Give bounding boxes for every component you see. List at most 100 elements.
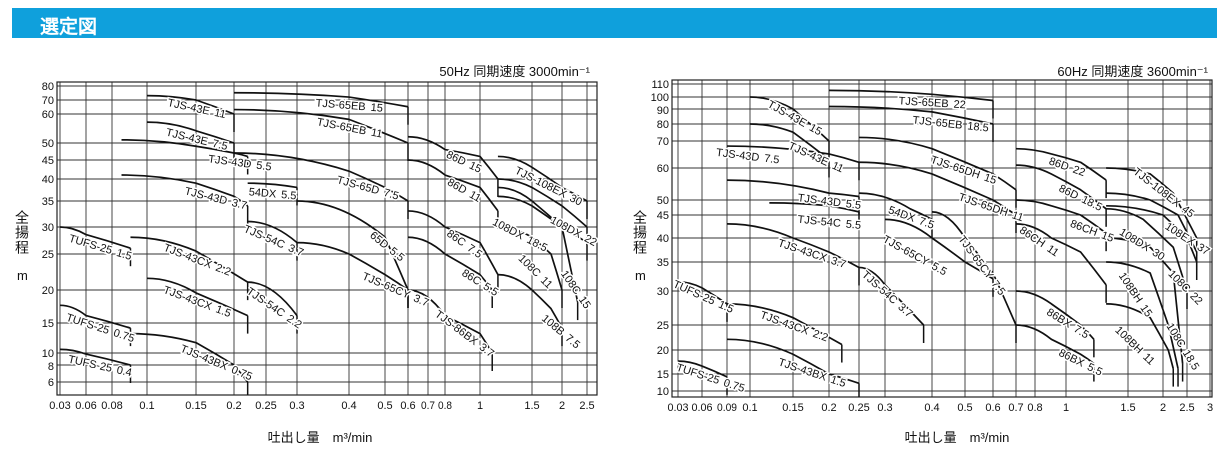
x-tick-label: 0.2 [821,402,836,414]
y-tick-label: 20 [42,285,54,297]
curve-label: TJS-65D 7.5 [335,174,400,202]
plot-frame [671,79,1213,398]
y-tick-label: 60 [657,163,669,175]
curve-kw: 5.5 [255,160,272,174]
performance-curve [247,281,298,317]
chart-title: 50Hz 同期速度 3000min⁻¹ [439,64,590,79]
x-tick-label: 1.5 [1120,402,1135,414]
performance-curve [828,105,994,125]
y-axis-label: 全揚程 [14,209,30,255]
curve-kw: 0.75 [112,327,136,345]
y-tick-label: 80 [657,119,669,131]
curve-model: TUFS-25 [675,362,721,387]
curve-kw: 15 [1137,303,1154,320]
performance-curve [726,179,860,198]
performance-curve [1106,303,1175,369]
curve-label: 108DX22 [548,214,598,249]
x-tick-label: 0.09 [717,402,737,414]
performance-curve [726,223,860,269]
curve-label: TJS-65CY5.5 [881,234,949,279]
chart-50hz: 0.03 0.06 0.08 0.1 0.15 0.2 0.25 0.3 0.4 0.5 0.6 0.… [14,64,600,445]
performance-curve [1015,324,1095,365]
curve-kw: 11 [1140,351,1157,368]
x-tick-label: 0.03 [668,402,689,414]
performance-curve [726,338,860,385]
performance-curve [726,145,860,164]
curve-kw: 5.5 [1085,361,1104,379]
x-tick-label: 0.06 [692,402,713,414]
y-axis-unit: m [17,268,28,283]
curve-label: TJS-43CX2.2 [759,309,830,344]
performance-curve [59,226,131,249]
curve-kw: 11 [213,107,227,121]
y-tick-label: 15 [657,369,669,381]
performance-curve [1106,207,1188,292]
curve-model: TJS-65D [335,174,380,197]
curve-model: TJS-43CX [162,242,214,272]
performance-curve [233,91,409,108]
curve-kw: 7.5 [989,278,1008,297]
performance-curve [130,236,249,283]
y-tick-label: 35 [657,257,669,269]
curve-kw: 3.7 [230,197,248,212]
curve-label: TJS-65CY7.5 [955,234,1007,298]
y-tick-label: 15 [42,318,54,330]
x-tick-label: 0.8 [1027,402,1042,414]
y-tick-label: 30 [42,222,54,234]
curve-model: 86D [1057,183,1080,203]
performance-curve [749,96,830,142]
curve-label: TJS-108EX45 [1131,166,1196,220]
y-tick-label: 100 [651,92,669,104]
curve-label: TJS-65DH11 [957,191,1025,224]
curve-model: 54DX [248,186,277,200]
curve-kw: 0.75 [722,377,746,395]
curve-model: TUFS-25 [67,354,113,375]
curve-label: TJS-65DH15 [929,154,998,187]
curve-kw: 3.7 [829,255,847,271]
curve-model: 86CH [1017,224,1047,250]
curve-model: 86CH [1068,218,1099,239]
curve-label: 86C7.5 [444,228,484,261]
curve-model: TJS-43D [797,192,842,209]
curve-label: TUFS-250.75 [65,312,136,345]
performance-curve [407,135,499,180]
curve-model: TJS-43BX [777,356,829,383]
performance-curve [146,94,235,115]
x-tick-label: 0.08 [101,400,122,412]
curve-label: 108DX18.5 [490,216,549,254]
performance-curve [1106,261,1179,369]
curve-model: TJS-43E [765,99,808,130]
curve-kw: 3.7 [286,242,305,259]
x-tick-label: 0.4 [341,400,356,412]
x-tick-label: 1 [477,400,483,412]
curve-label: TJS-43BX1.5 [777,356,848,390]
performance-curve [130,332,249,383]
curve-label: 108BH15 [1116,271,1154,320]
performance-curve [497,195,588,244]
x-tick-label: 0.8 [438,400,452,412]
y-tick-label: 25 [657,320,669,332]
curve-label: TJS-43D 5.5 [797,192,862,212]
curve-kw: 11 [830,160,845,176]
performance-curve [858,266,925,326]
curve-kw: 15 [370,102,383,115]
performance-curve [769,202,860,213]
curve-kw: 2.2 [811,328,829,344]
performance-curve [858,136,1017,191]
performance-curve [497,155,588,202]
y-tick-label: 110 [651,79,669,91]
performance-curve [407,159,499,212]
x-tick-label: 3 [1207,402,1213,414]
x-tick-label: 0.5 [957,402,972,414]
y-tick-label: 90 [657,105,669,117]
y-tick-label: 40 [657,233,669,245]
curve-model: 108DX [1117,226,1152,254]
curve-model: 86D [444,149,467,168]
x-tick-label: 0.2 [226,400,241,412]
y-tick-label: 70 [42,95,54,107]
curve-label: TUFS-251.5 [671,278,735,316]
curve-kw: 5.5 [845,219,861,232]
y-tick-label: 45 [42,155,54,167]
y-tick-label: 80 [42,81,54,93]
